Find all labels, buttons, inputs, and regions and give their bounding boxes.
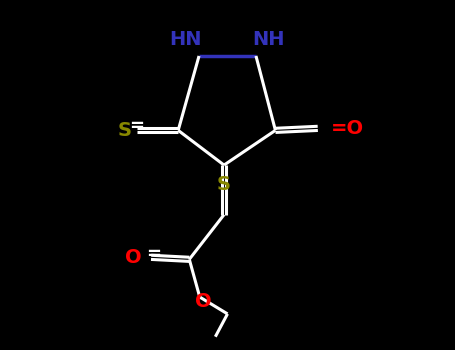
Text: =: = [129, 117, 144, 135]
Text: =: = [147, 245, 162, 263]
Text: S: S [118, 121, 132, 140]
Text: S: S [217, 175, 231, 194]
Text: HN: HN [170, 30, 202, 49]
Text: O: O [195, 293, 212, 312]
Text: =O: =O [331, 119, 364, 138]
Text: O: O [125, 248, 142, 267]
Text: NH: NH [252, 30, 285, 49]
